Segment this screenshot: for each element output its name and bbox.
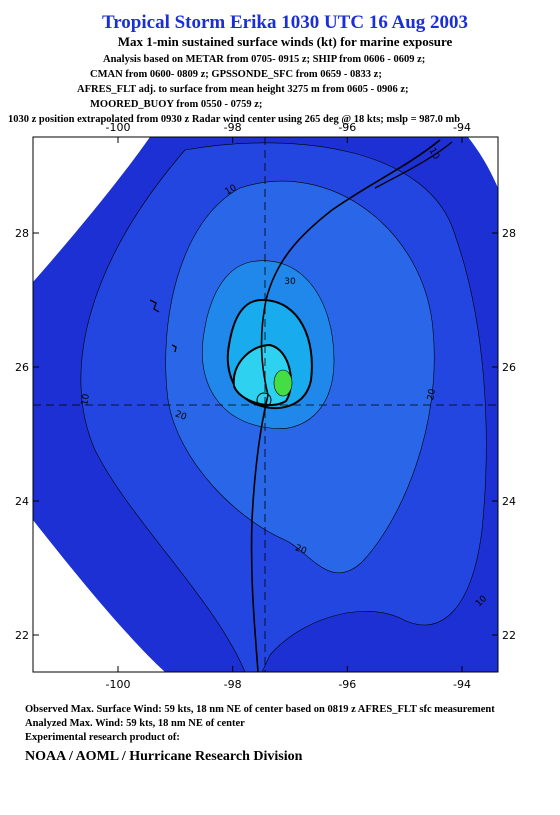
no-data <box>33 137 150 282</box>
lon-label: -98 <box>224 678 242 691</box>
lat-label: 24 <box>502 495 516 508</box>
contour-label: 20 <box>426 388 438 401</box>
lon-label: -96 <box>338 121 356 134</box>
header-lines: Analysis based on METAR from 0705- 0915 … <box>8 54 460 125</box>
footer-line: Experimental research product of: <box>25 732 180 743</box>
header-line: CMAN from 0600- 0809 z; GPSSONDE_SFC fro… <box>90 69 382 80</box>
no-data <box>33 520 165 672</box>
footer-line: Observed Max. Surface Wind: 59 kts, 18 n… <box>25 704 495 715</box>
lat-label: 24 <box>15 495 29 508</box>
header-line: AFRES_FLT adj. to surface from mean heig… <box>77 84 409 95</box>
organization: NOAA / AOML / Hurricane Research Divisio… <box>25 749 303 764</box>
map <box>32 136 499 673</box>
contour-label: 30 <box>284 277 296 287</box>
wind-max <box>273 369 293 397</box>
lat-label: 28 <box>15 227 29 240</box>
footer-line: Analyzed Max. Wind: 59 kts, 18 nm NE of … <box>25 718 245 729</box>
header-line: 1030 z position extrapolated from 0930 z… <box>8 114 460 125</box>
lat-label: 22 <box>502 629 516 642</box>
header-line: MOORED_BUOY from 0550 - 0759 z; <box>90 99 262 110</box>
lat-label: 26 <box>502 361 516 374</box>
lon-label: -100 <box>106 678 131 691</box>
contour-label: 20 <box>174 409 188 422</box>
map-frame <box>32 136 499 673</box>
lon-label: -98 <box>224 121 242 134</box>
footer: Observed Max. Surface Wind: 59 kts, 18 n… <box>25 704 495 743</box>
lon-label: -94 <box>453 678 471 691</box>
no-data <box>468 137 498 188</box>
contour-label: 10 <box>80 393 92 406</box>
lat-label: 22 <box>15 629 29 642</box>
axes: -100 -100 -98 -98 -96 -96 -94 -94 22 22 24 24 26 26 28… <box>15 121 516 691</box>
lat-label: 28 <box>502 227 516 240</box>
title: Tropical Storm Erika 1030 UTC 16 Aug 200… <box>102 12 468 33</box>
subtitle: Max 1-min sustained surface winds (kt) f… <box>118 34 453 49</box>
header-line: Analysis based on METAR from 0705- 0915 … <box>103 54 425 65</box>
lon-label: -100 <box>106 121 131 134</box>
center-ring <box>256 392 272 408</box>
lat-label: 26 <box>15 361 29 374</box>
coastline <box>149 141 453 353</box>
lon-label: -94 <box>453 121 471 134</box>
lon-label: -96 <box>338 678 356 691</box>
coastline <box>250 139 441 673</box>
contour-label: 20 <box>294 543 308 556</box>
